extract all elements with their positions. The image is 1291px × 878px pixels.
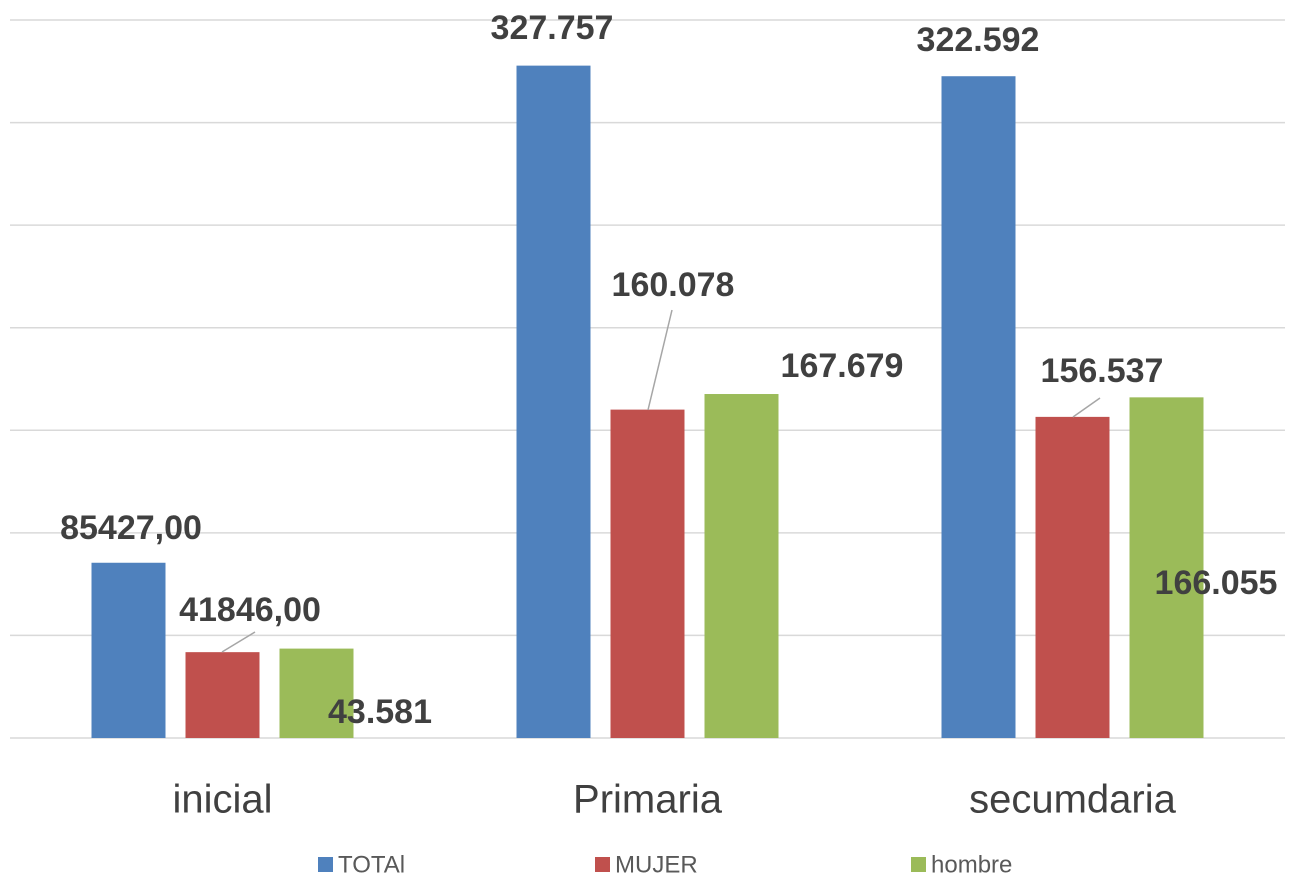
bar: [516, 65, 591, 738]
legend-swatch: [595, 857, 610, 872]
bar: [941, 76, 1016, 738]
bar: [1035, 416, 1110, 738]
legend-swatch: [911, 857, 926, 872]
leader-line: [221, 631, 256, 653]
data-label: 322.592: [917, 21, 1040, 59]
bar: [91, 562, 166, 738]
bar: [704, 394, 779, 738]
legend-label: TOTAl: [338, 851, 405, 878]
x-tick-label: secumdaria: [969, 778, 1177, 822]
data-label: 327.757: [491, 9, 614, 47]
data-label: 41846,00: [179, 591, 321, 629]
bar: [610, 409, 685, 738]
data-label: 167.679: [781, 347, 904, 385]
bar: [185, 652, 260, 738]
bar: [1129, 397, 1204, 738]
data-label: 160.078: [612, 266, 735, 304]
data-label: 166.055: [1155, 564, 1278, 602]
x-tick-label: inicial: [172, 778, 272, 822]
legend-swatch: [318, 857, 333, 872]
leader-line: [647, 309, 673, 411]
x-tick-label: Primaria: [573, 778, 723, 822]
data-label: 156.537: [1041, 352, 1164, 390]
legend-label: MUJER: [615, 851, 698, 878]
bar: [279, 648, 354, 738]
data-label: 43.581: [328, 693, 432, 731]
leader-line: [1072, 397, 1101, 418]
data-label: 85427,00: [60, 509, 202, 547]
legend-label: hombre: [931, 851, 1012, 878]
